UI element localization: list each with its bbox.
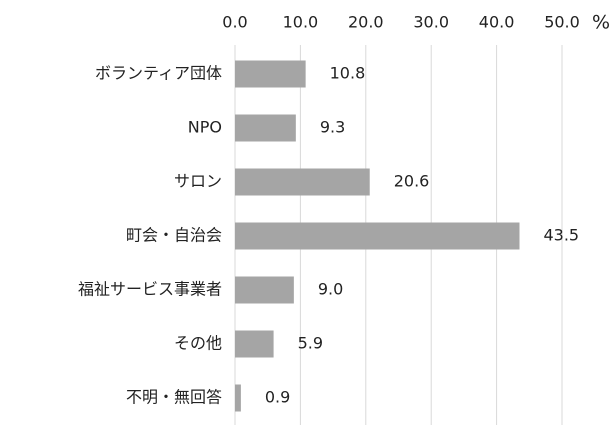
- x-tick-label: 0.0: [222, 13, 247, 32]
- value-label: 10.8: [330, 64, 366, 83]
- bar: [235, 114, 296, 142]
- bar: [235, 384, 241, 412]
- value-label: 43.5: [543, 226, 579, 245]
- bar: [235, 168, 370, 196]
- y-tick-label: 町会・自治会: [126, 226, 222, 245]
- value-label: 5.9: [298, 334, 323, 353]
- x-tick-label: 40.0: [479, 13, 515, 32]
- value-label: 9.3: [320, 118, 345, 137]
- x-tick-label: 10.0: [283, 13, 319, 32]
- x-tick-label: 20.0: [348, 13, 384, 32]
- x-tick-label: 30.0: [413, 13, 449, 32]
- bar: [235, 330, 274, 358]
- y-tick-label: NPO: [188, 118, 222, 137]
- y-tick-label: 福祉サービス事業者: [78, 280, 222, 299]
- bar: [235, 222, 520, 250]
- value-label: 20.6: [394, 172, 430, 191]
- bar: [235, 276, 294, 304]
- x-axis-unit: %: [592, 12, 610, 34]
- value-label: 0.9: [265, 388, 290, 407]
- y-tick-label: サロン: [174, 172, 222, 191]
- bar: [235, 60, 306, 88]
- y-tick-label: その他: [174, 334, 222, 353]
- value-label: 9.0: [318, 280, 343, 299]
- y-tick-label: ボランティア団体: [95, 64, 222, 83]
- y-tick-label: 不明・無回答: [126, 388, 222, 407]
- x-tick-label: 50.0: [544, 13, 580, 32]
